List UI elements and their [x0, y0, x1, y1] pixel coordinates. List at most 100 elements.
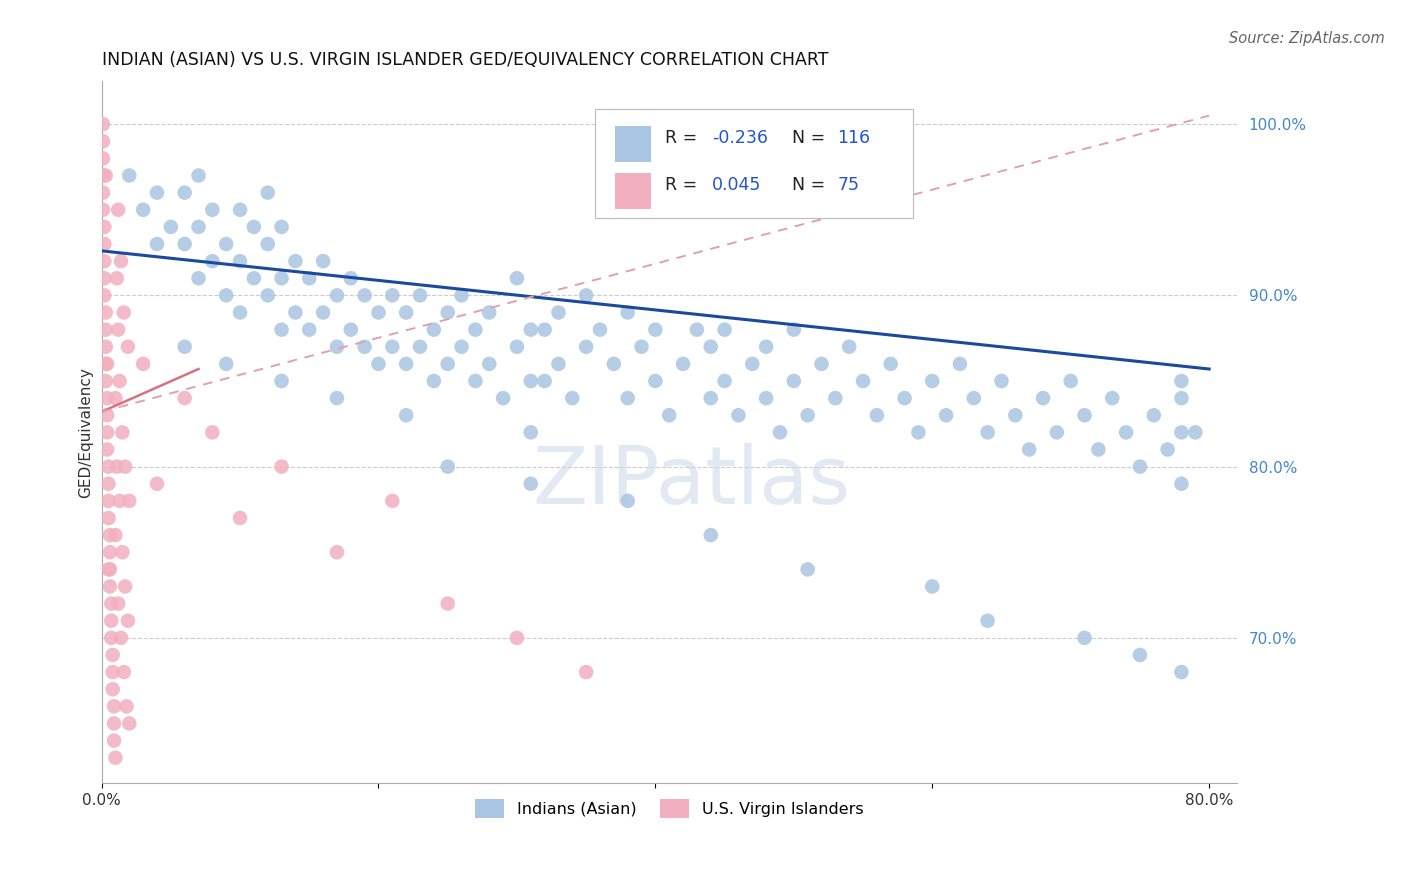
Point — [93, 254, 115, 268]
Point — [866, 409, 889, 423]
FancyBboxPatch shape — [595, 110, 914, 219]
Point — [949, 357, 972, 371]
Point — [93, 288, 115, 302]
Point — [1143, 409, 1166, 423]
Point — [112, 665, 135, 679]
Point — [1115, 425, 1137, 440]
Point — [727, 409, 749, 423]
Point — [506, 340, 529, 354]
Point — [520, 323, 543, 337]
Point — [838, 340, 860, 354]
Point — [478, 357, 501, 371]
Point — [713, 374, 735, 388]
Point — [229, 202, 252, 217]
Point — [686, 323, 709, 337]
Point — [616, 305, 638, 319]
Point — [367, 357, 389, 371]
Point — [93, 219, 115, 234]
Point — [700, 340, 723, 354]
Text: R =: R = — [665, 129, 703, 147]
Point — [98, 579, 121, 593]
Point — [94, 305, 117, 319]
Point — [616, 391, 638, 405]
Point — [270, 219, 292, 234]
Text: N =: N = — [792, 129, 831, 147]
Point — [1087, 442, 1109, 457]
Point — [395, 305, 418, 319]
Point — [97, 494, 120, 508]
Point — [91, 134, 114, 148]
Point — [98, 528, 121, 542]
Point — [852, 374, 875, 388]
Point — [103, 699, 125, 714]
Point — [644, 374, 666, 388]
Point — [755, 340, 778, 354]
Point — [326, 545, 349, 559]
Point — [326, 340, 349, 354]
Point — [1129, 648, 1152, 662]
Point — [1156, 442, 1178, 457]
Point — [783, 323, 806, 337]
Point — [215, 288, 238, 302]
Point — [187, 169, 209, 183]
Point — [215, 357, 238, 371]
Point — [423, 374, 446, 388]
Point — [1170, 391, 1192, 405]
Point — [520, 476, 543, 491]
Point — [520, 374, 543, 388]
Point — [270, 271, 292, 285]
Point — [298, 323, 321, 337]
Text: Source: ZipAtlas.com: Source: ZipAtlas.com — [1229, 31, 1385, 46]
Point — [97, 459, 120, 474]
Point — [270, 374, 292, 388]
Point — [187, 219, 209, 234]
Point — [409, 340, 432, 354]
Point — [575, 288, 598, 302]
Point — [105, 271, 128, 285]
Point — [353, 288, 375, 302]
Point — [644, 323, 666, 337]
Point — [104, 528, 127, 542]
Bar — [614, 173, 651, 209]
Point — [108, 494, 131, 508]
Y-axis label: GED/Equivalency: GED/Equivalency — [79, 367, 93, 498]
Point — [436, 459, 458, 474]
Point — [146, 237, 169, 252]
Point — [146, 476, 169, 491]
Point — [91, 186, 114, 200]
Point — [450, 340, 472, 354]
Point — [104, 750, 127, 764]
Point — [104, 391, 127, 405]
Point — [100, 614, 122, 628]
Point — [921, 374, 943, 388]
Point — [94, 323, 117, 337]
Point — [96, 391, 118, 405]
Point — [97, 511, 120, 525]
Point — [91, 152, 114, 166]
Point — [589, 323, 612, 337]
Point — [118, 716, 141, 731]
Point — [107, 597, 129, 611]
Point — [741, 357, 763, 371]
Point — [326, 288, 349, 302]
Point — [173, 391, 195, 405]
Point — [93, 237, 115, 252]
Point — [114, 459, 136, 474]
Point — [409, 288, 432, 302]
Point — [118, 494, 141, 508]
Point — [1004, 409, 1026, 423]
Point — [256, 186, 278, 200]
Point — [91, 169, 114, 183]
Point — [312, 254, 335, 268]
Point — [810, 357, 832, 371]
Point — [101, 682, 124, 697]
Point — [796, 562, 818, 576]
Point — [575, 665, 598, 679]
Point — [270, 459, 292, 474]
Point — [97, 562, 120, 576]
Point — [105, 459, 128, 474]
Point — [103, 733, 125, 747]
Point — [108, 374, 131, 388]
Point — [112, 305, 135, 319]
Point — [395, 357, 418, 371]
